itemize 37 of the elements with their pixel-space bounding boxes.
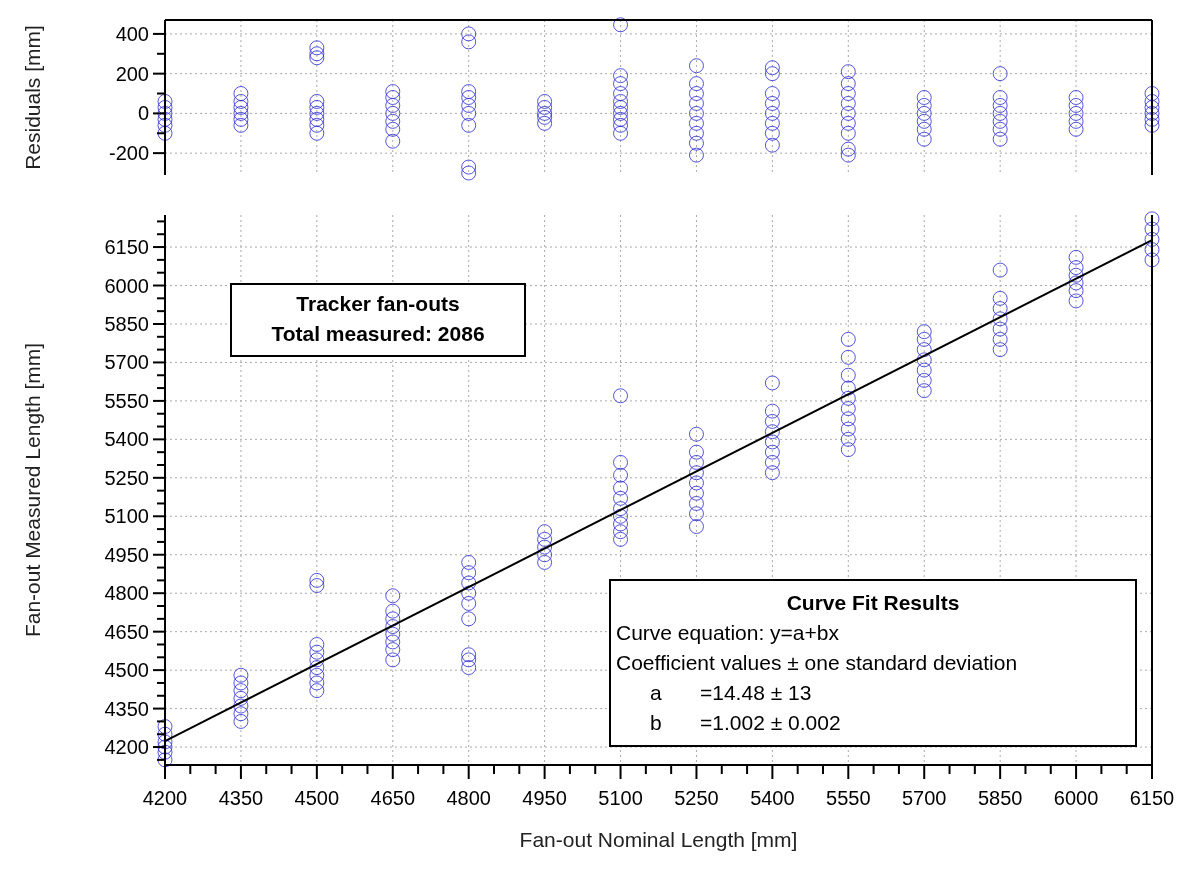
x-tick-label: 4500	[294, 787, 340, 809]
y-tick-label: 5550	[104, 389, 149, 412]
y-tick-label: 4950	[104, 543, 149, 566]
x-tick-label: 5850	[977, 787, 1023, 809]
x-tick-label: 5100	[598, 787, 643, 809]
x-tick-label: 4650	[370, 787, 416, 809]
y-tick-label: 5700	[104, 351, 149, 374]
text: Curve Fit Results Curve equation: y=a+bx Coefficient values ± one standard deviation a =14.48 ± 13 b =1.002 ± 0.002	[616, 591, 1018, 734]
annotation: Tracker fan-outs Total measured: 2086	[271, 292, 485, 345]
x-tick-label: 6000	[1053, 787, 1099, 809]
y-tick-label: 6150	[104, 236, 149, 259]
y-tick-label: 5250	[104, 466, 149, 489]
x-tick-label: 5550	[826, 787, 871, 809]
y-tick-label: 0	[137, 102, 149, 125]
y-axis-title: Residuals [mm]	[21, 25, 44, 170]
x-tick-label: 5400	[750, 787, 795, 809]
x-tick-label: 5250	[674, 787, 719, 809]
y-tick-label: 400	[115, 22, 149, 45]
y-tick-label: 6000	[104, 274, 149, 297]
y-tick-label: 4350	[104, 697, 149, 720]
y-tick-label: 200	[115, 62, 149, 85]
x-tick-label: 4950	[522, 787, 567, 809]
y-tick-label: 5100	[104, 505, 149, 528]
y-tick-label: 4800	[104, 582, 149, 605]
x-tick-label: 5700	[901, 787, 947, 809]
x-tick-label: 6150	[1129, 787, 1175, 809]
y-tick-label: 4650	[104, 620, 149, 643]
x-axis-title: Fan-out Nominal Length [mm]	[519, 828, 798, 851]
x-tick-label: 4350	[218, 787, 264, 809]
y-axis-title: Fan-out Measured Length [mm]	[21, 342, 44, 638]
x-tick-label: 4800	[446, 787, 491, 809]
x-tick-label: 4200	[142, 787, 188, 809]
y-tick-label: 5850	[104, 312, 149, 335]
y-tick-label: -200	[108, 142, 149, 165]
y-tick-label: 5400	[104, 428, 149, 451]
y-tick-label: 4500	[104, 659, 149, 682]
y-tick-label: 4200	[104, 736, 149, 759]
